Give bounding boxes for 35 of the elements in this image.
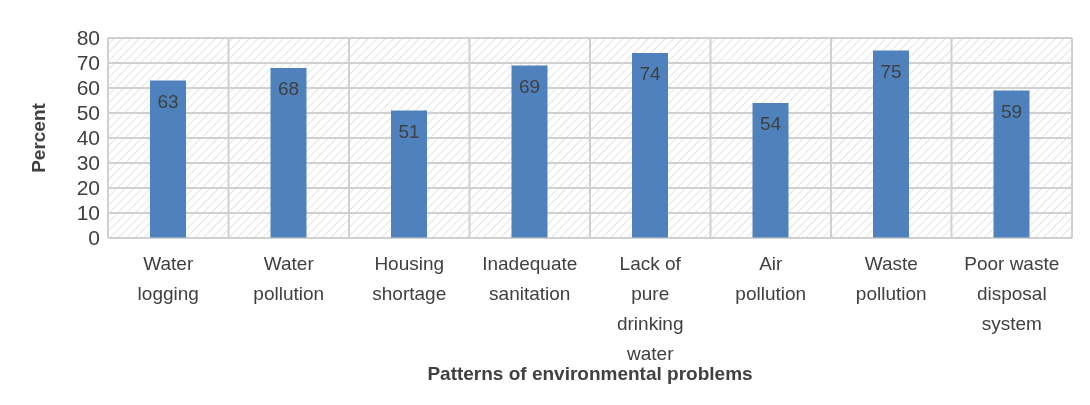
data-label: 75 — [880, 60, 902, 82]
bar — [873, 50, 909, 238]
bar — [993, 90, 1030, 238]
x-tick-label: Water logging — [137, 253, 199, 304]
x-tick-label: Water pollution — [253, 253, 325, 304]
x-tick-label: Inadequate sanitation — [482, 253, 578, 304]
x-axis-title: Patterns of environmental problems — [427, 363, 753, 384]
bar — [391, 110, 427, 238]
data-label: 74 — [639, 63, 661, 85]
data-label: 63 — [157, 90, 179, 112]
bar — [752, 103, 789, 238]
data-label: 69 — [518, 75, 541, 97]
data-label: 54 — [759, 113, 782, 135]
x-tick-label: Air pollution — [735, 253, 807, 304]
y-tick-label: 40 — [76, 126, 100, 150]
bar — [270, 68, 307, 238]
x-tick-label: Poor waste disposal system — [964, 253, 1060, 334]
y-tick-label: 20 — [76, 176, 100, 200]
x-tick-label: Lack of pure drinking water — [616, 253, 684, 364]
y-tick-label: 30 — [76, 151, 100, 175]
x-tick-label: Waste pollution — [855, 253, 927, 304]
y-tick-label: 0 — [88, 226, 100, 250]
bar — [150, 80, 186, 238]
y-tick-label: 70 — [76, 51, 100, 75]
bar — [511, 65, 548, 238]
y-tick-label: 50 — [76, 101, 100, 125]
data-label: 59 — [1000, 100, 1023, 122]
data-label: 68 — [277, 78, 300, 100]
bar — [632, 53, 668, 238]
data-label: 51 — [398, 120, 420, 142]
y-tick-label: 10 — [76, 201, 100, 225]
y-tick-label: 60 — [76, 76, 100, 100]
y-axis-title: Percent — [27, 102, 49, 173]
y-tick-label: 80 — [76, 26, 100, 50]
x-tick-label: Housing shortage — [372, 253, 447, 304]
